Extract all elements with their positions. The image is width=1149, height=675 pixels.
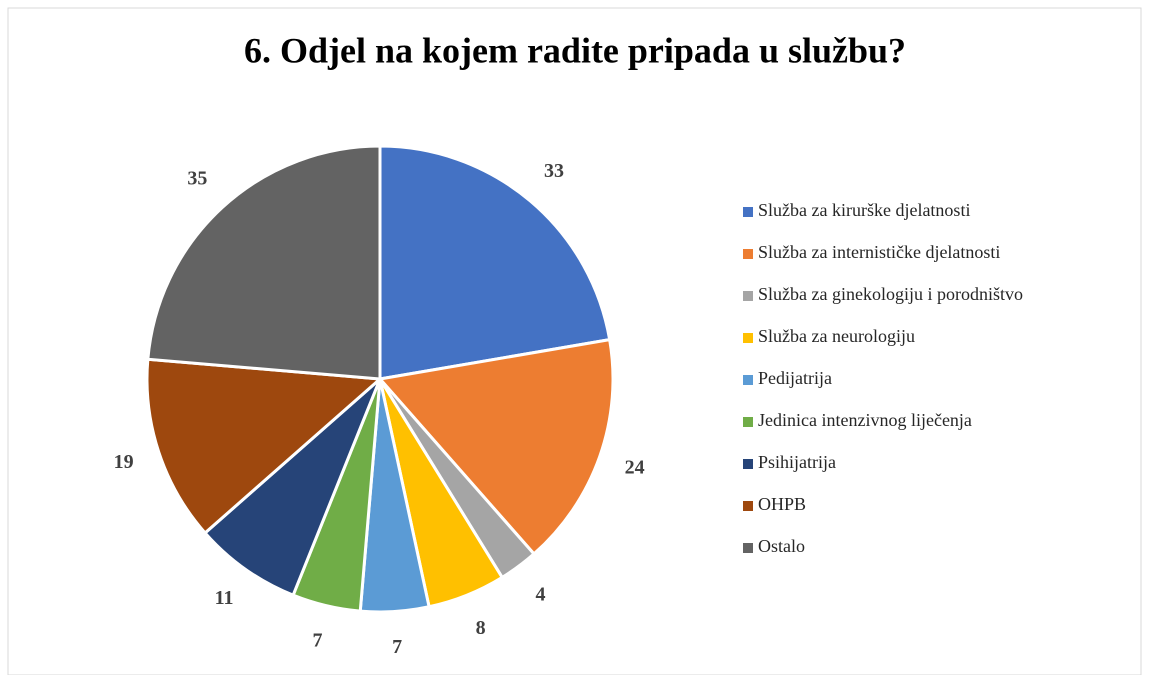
legend-swatch — [743, 333, 753, 343]
pie-slice — [202, 377, 382, 598]
legend-swatch — [743, 375, 753, 385]
data-label: 35 — [187, 168, 207, 190]
pie-slice — [378, 144, 612, 381]
legend-label: Ostalo — [758, 536, 805, 556]
data-label: 24 — [625, 457, 645, 479]
data-label: 4 — [536, 584, 546, 606]
data-label: 33 — [544, 160, 564, 182]
data-label: 11 — [215, 587, 234, 609]
legend-swatch — [743, 417, 753, 427]
legend-swatch — [743, 501, 753, 511]
chart-title: 6. Odjel na kojem radite pripada u služb… — [244, 30, 906, 70]
legend-label: Služba za ginekologiju i porodništvo — [758, 284, 1023, 304]
legend-swatch — [743, 459, 753, 469]
data-label: 7 — [313, 629, 323, 651]
pie-slice — [377, 337, 615, 557]
legend-swatch — [743, 249, 753, 259]
data-label: 19 — [114, 451, 134, 473]
pie-slice — [145, 357, 384, 536]
data-label: 7 — [392, 636, 402, 658]
legend-label: Služba za kirurške djelatnosti — [758, 200, 970, 220]
pie-slice — [146, 144, 382, 381]
legend-label: Psihijatrija — [758, 452, 836, 472]
legend-swatch — [743, 543, 753, 553]
legend-label: Služba za neurologiju — [758, 326, 915, 346]
legend-swatch — [743, 207, 753, 217]
legend-label: OHPB — [758, 494, 806, 514]
legend-label: Pedijatrija — [758, 368, 832, 388]
legend-label: Služba za internističke djelatnosti — [758, 242, 1000, 262]
legend-label: Jedinica intenzivnog liječenja — [758, 410, 972, 430]
data-label: 8 — [476, 617, 486, 639]
legend-swatch — [743, 291, 753, 301]
